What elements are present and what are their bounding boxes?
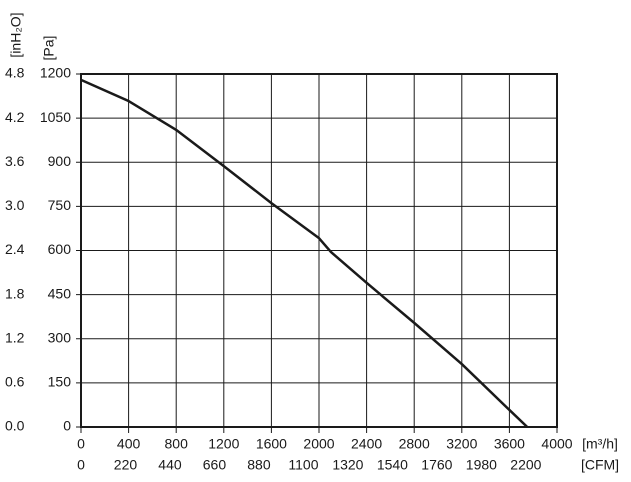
x2-tick-label: 1980 [466,457,497,473]
x-axis-label: [m³/h] [582,436,618,452]
x2-tick-label: 0 [77,457,85,473]
y-tick-label: 750 [48,197,72,213]
y2-axis-label: [inH₂O] [8,12,24,57]
x-tick-label: 2400 [351,436,382,452]
y-tick-label: 900 [48,153,72,169]
x-tick-label: 800 [165,436,189,452]
y-tick-label: 1200 [40,65,71,81]
x-tick-label: 1200 [208,436,239,452]
x2-tick-label: 880 [247,457,271,473]
x2-tick-label: 1760 [421,457,452,473]
x2-tick-label: 2200 [510,457,541,473]
y2-tick-label: 4.2 [5,109,25,125]
x-tick-label: 0 [77,436,85,452]
x-tick-label: 2800 [399,436,430,452]
x-tick-label: 4000 [541,436,572,452]
x2-tick-label: 660 [203,457,227,473]
plot-frame [80,73,558,428]
y2-tick-label: 1.2 [5,329,25,345]
y2-tick-label: 2.4 [5,241,25,257]
y2-tick-label: 0.0 [5,418,25,434]
y-axis-label: [Pa] [41,36,57,61]
y-tick-label: 600 [48,241,72,257]
x-tick-label: 2000 [303,436,334,452]
y-tick-label: 150 [48,374,72,390]
x2-tick-label: 1100 [288,457,318,473]
x2-tick-label: 220 [114,457,138,473]
y2-tick-label: 4.8 [5,65,25,81]
x-tick-label: 3200 [446,436,477,452]
y2-tick-label: 3.6 [5,153,25,169]
x-tick-label: 3600 [494,436,525,452]
y-tick-label: 450 [48,285,72,301]
y-tick-label: 300 [48,329,72,345]
x2-axis-label: [CFM] [581,457,619,473]
y2-tick-label: 3.0 [5,197,25,213]
y-tick-label: 1050 [40,109,71,125]
x-tick-label: 1600 [256,436,287,452]
x2-tick-label: 1540 [377,457,408,473]
y2-tick-label: 1.8 [5,285,25,301]
x-tick-label: 400 [117,436,141,452]
x2-tick-label: 1320 [332,457,363,473]
y-tick-label: 0 [63,418,71,434]
x2-tick-label: 440 [158,457,182,473]
curve [80,78,529,428]
y2-tick-label: 0.6 [5,374,25,390]
